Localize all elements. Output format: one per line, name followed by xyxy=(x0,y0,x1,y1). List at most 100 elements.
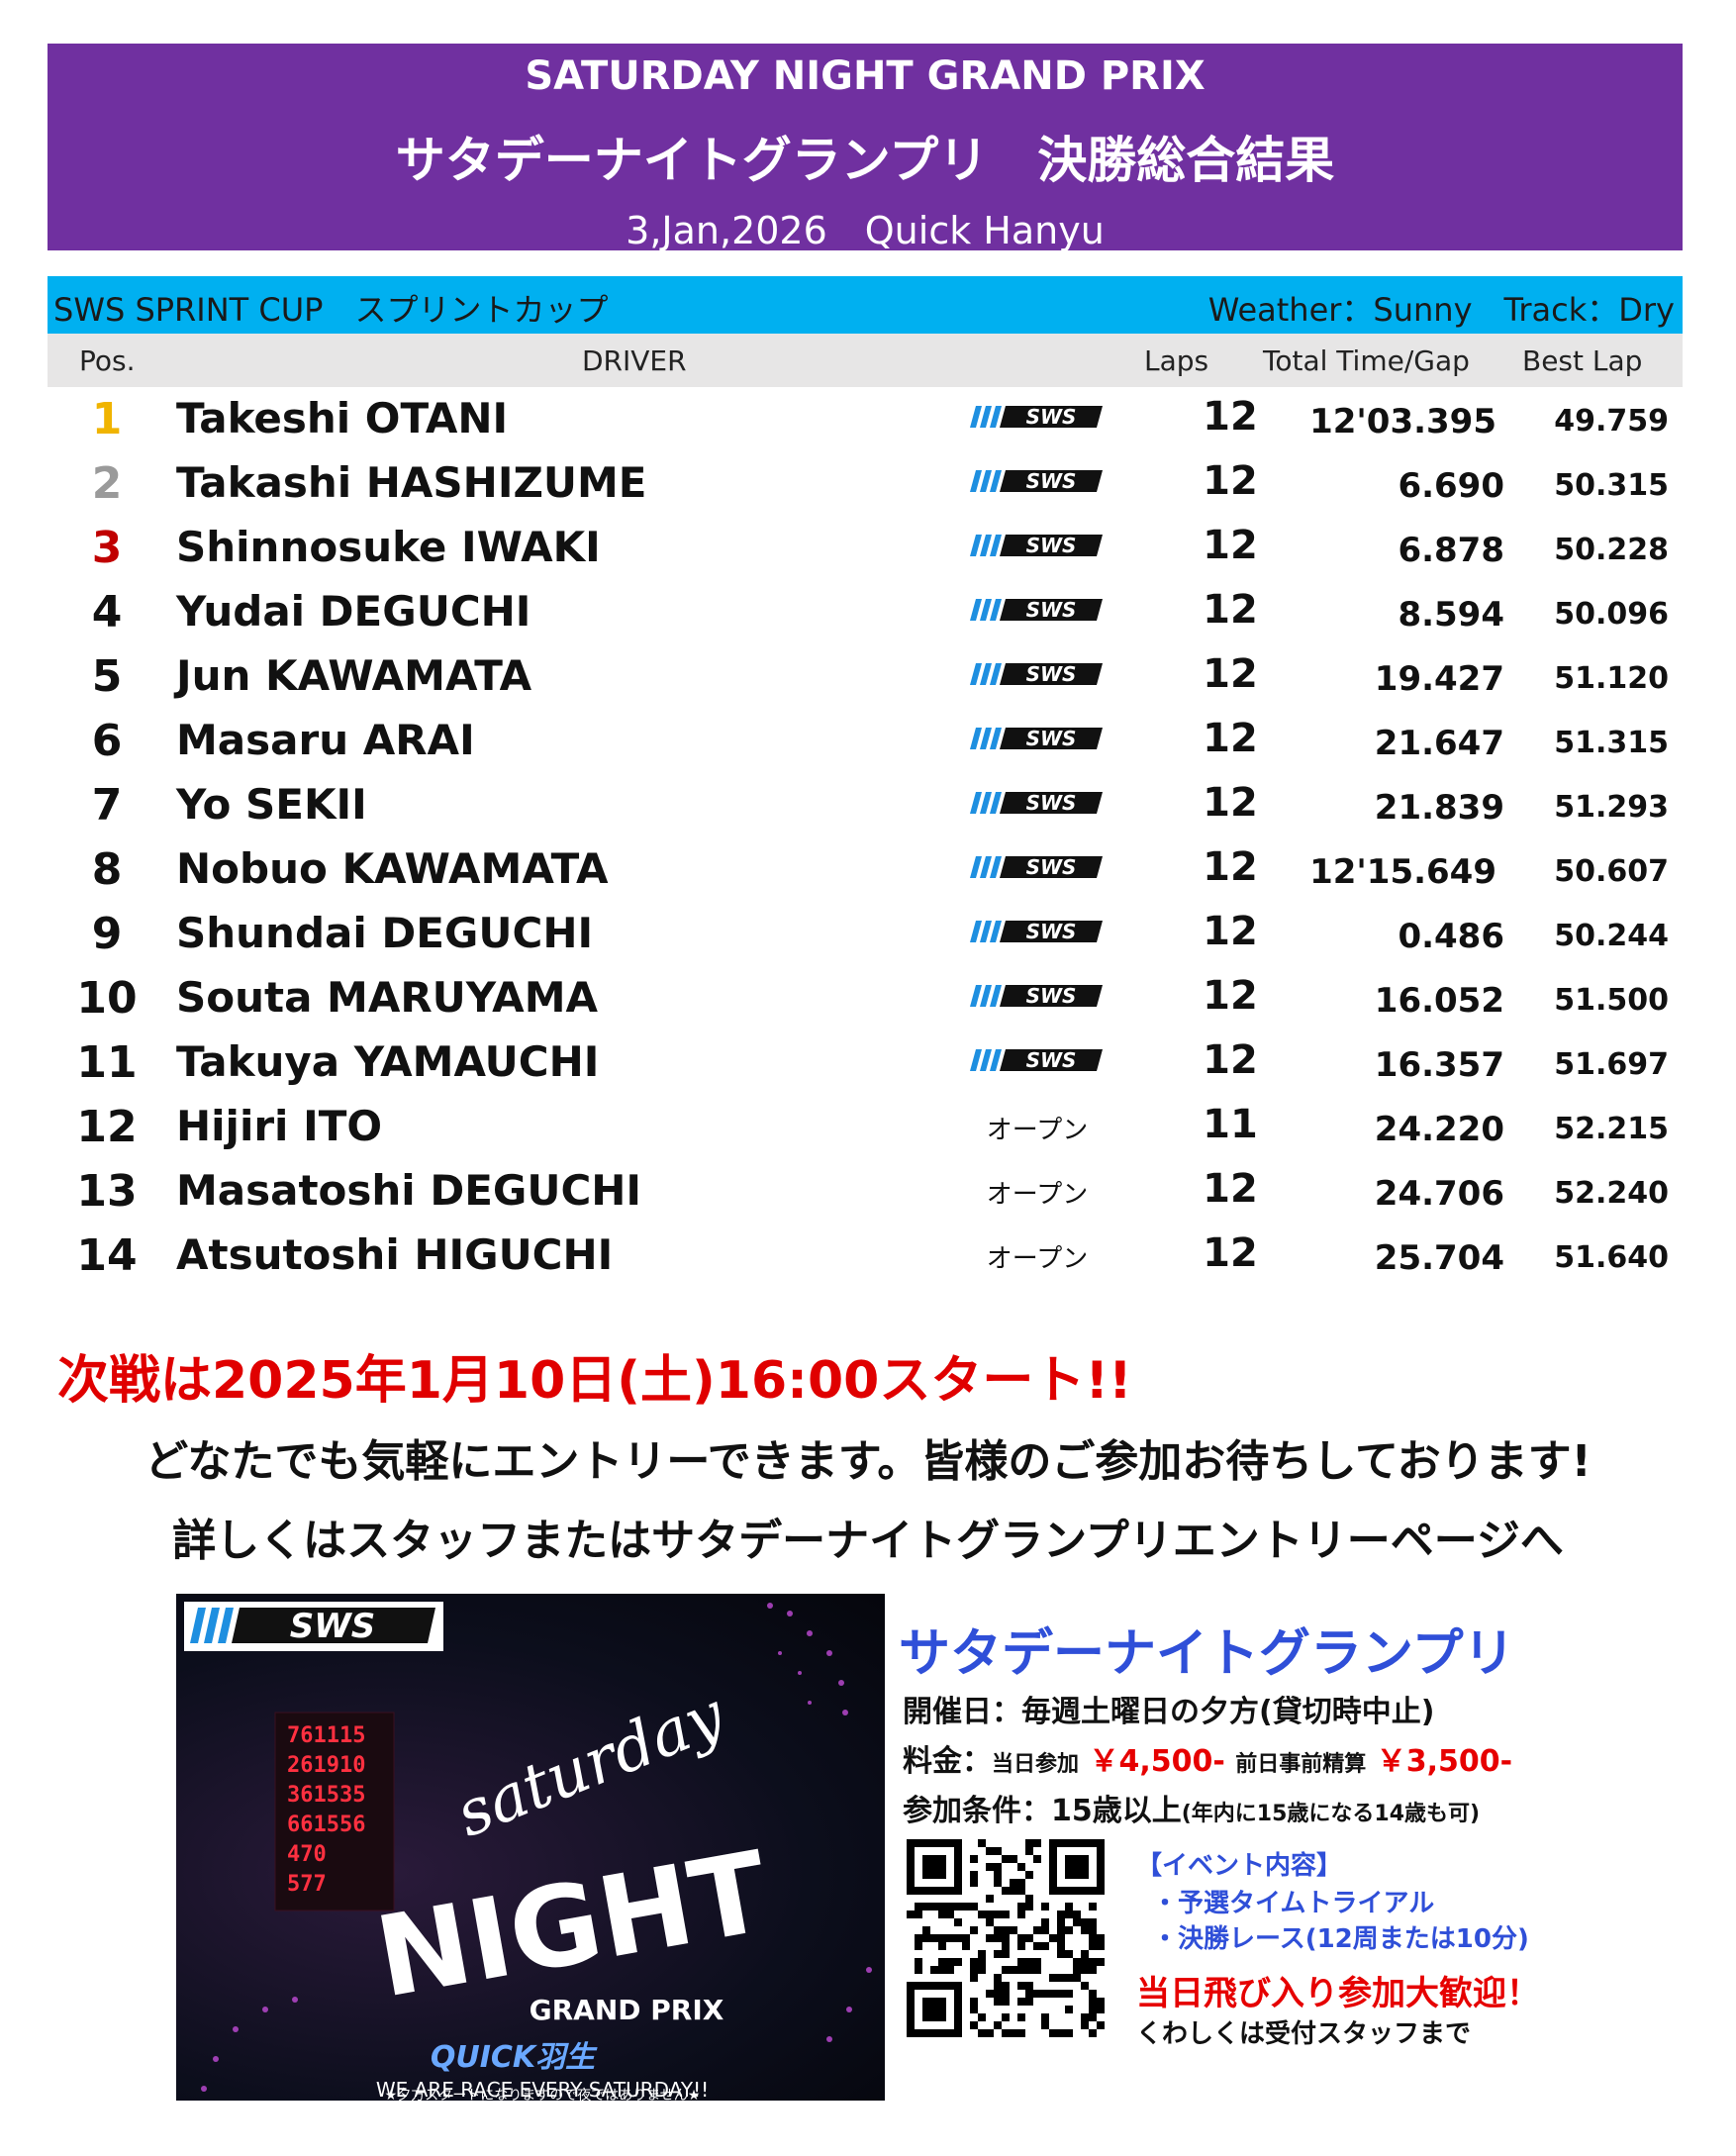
total-time: 16.357 xyxy=(1374,1045,1504,1085)
table-row: 12 Hijiri ITO オープン 11 24.220 52.215 xyxy=(48,1096,1683,1160)
walk-in: 当日飛び入り参加大歓迎！ xyxy=(1136,1974,1540,2013)
position: 3 xyxy=(91,523,123,573)
laps: 12 xyxy=(1203,587,1258,633)
svg-text:SWS: SWS xyxy=(290,1607,375,1646)
class-cell xyxy=(918,595,1156,635)
laps: 12 xyxy=(1203,394,1258,440)
date-place: 3,Jan,2026 Quick Hanyu xyxy=(626,209,1105,252)
board-line: 661556 xyxy=(287,1813,365,1837)
fee-same-day: ￥4,500- xyxy=(1089,1744,1225,1779)
class-cell xyxy=(918,917,1156,956)
position: 1 xyxy=(91,394,123,444)
sws-logo-icon xyxy=(968,788,1107,818)
total-time: 19.427 xyxy=(1374,659,1504,699)
fee-same-day-label: 当日参加 xyxy=(992,1752,1080,1777)
position: 5 xyxy=(91,651,123,702)
position: 10 xyxy=(76,973,138,1024)
slogan: WE ARE RACE EVERY SATURDAY!! xyxy=(376,2078,709,2101)
driver-name: Souta MARUYAMA xyxy=(176,973,598,1022)
fee-pre-label: 前日事前精算 xyxy=(1235,1752,1367,1777)
driver-name: Atsutoshi HIGUCHI xyxy=(176,1230,614,1279)
qr-code-icon xyxy=(907,1839,1105,2037)
position: 8 xyxy=(91,844,123,895)
event-item: ・決勝レース(12周または10分) xyxy=(1152,1924,1529,1954)
total-time: 24.220 xyxy=(1374,1110,1504,1149)
event-poster: SWS 761115 261910 361535 661556 470 577 satur… xyxy=(176,1594,885,2101)
class-cell xyxy=(918,788,1156,828)
track-name: QUICK羽生 xyxy=(431,2040,598,2075)
class-cell xyxy=(918,531,1156,570)
driver-name: Hijiri ITO xyxy=(176,1102,383,1150)
saturday-script: saturday xyxy=(446,1679,735,1852)
best-lap: 51.120 xyxy=(1554,661,1669,696)
best-lap: 50.228 xyxy=(1554,533,1669,567)
table-row: 13 Masatoshi DEGUCHI オープン 12 24.706 52.240 xyxy=(48,1160,1683,1225)
title-en: SATURDAY NIGHT GRAND PRIX xyxy=(525,53,1206,99)
sws-logo-icon xyxy=(968,917,1107,946)
table-row: 8 Nobuo KAWAMATA 12 12'15.649 50.607 xyxy=(48,838,1683,903)
position: 13 xyxy=(76,1166,138,1217)
class-cell xyxy=(918,466,1156,506)
col-driver: DRIVER xyxy=(582,344,687,377)
laps: 12 xyxy=(1203,651,1258,697)
class-cell: オープン xyxy=(986,1116,1089,1145)
position: 6 xyxy=(91,716,123,766)
sws-logo-icon xyxy=(968,724,1107,753)
entry-message: どなたでも気軽にエントリーできます。皆様のご参加お待ちしております! xyxy=(145,1436,1591,1487)
fee-label: 料金： xyxy=(903,1744,992,1779)
driver-name: Takashi HASHIZUME xyxy=(176,458,647,507)
table-row: 6 Masaru ARAI 12 21.647 51.315 xyxy=(48,710,1683,774)
position: 4 xyxy=(91,587,123,637)
total-time: 12'15.649 xyxy=(1309,852,1496,892)
col-best: Best Lap xyxy=(1522,344,1643,377)
board-line: 577 xyxy=(287,1872,327,1897)
total-time: 21.647 xyxy=(1374,724,1504,763)
driver-name: Shinnosuke IWAKI xyxy=(176,523,601,571)
position: 14 xyxy=(76,1230,138,1281)
sws-logo-icon xyxy=(968,659,1107,689)
board-line: 361535 xyxy=(287,1783,365,1808)
event-head: 【イベント内容】 xyxy=(1136,1851,1343,1881)
class-cell xyxy=(918,981,1156,1021)
class-cell xyxy=(918,852,1156,892)
poster-art: SWS 761115 261910 361535 661556 470 577 satur… xyxy=(184,1602,872,2101)
event-info: サタデーナイトグランプリ 開催日：毎週土曜日の夕方(貸切時中止) 料金：当日参加… xyxy=(899,1594,1681,2108)
board-line: 761115 xyxy=(287,1723,365,1748)
sws-logo-icon xyxy=(968,852,1107,882)
driver-name: Shundai DEGUCHI xyxy=(176,909,594,957)
board-line: 470 xyxy=(287,1842,327,1867)
class-cell xyxy=(918,402,1156,441)
class-cell: オープン xyxy=(986,1244,1089,1274)
cond-note: (年内に15歳になる14歳も可) xyxy=(1181,1802,1481,1826)
class-name: SWS SPRINT CUP スプリントカップ xyxy=(53,291,609,329)
event-item: ・予選タイムトライアル xyxy=(1152,1889,1435,1918)
total-time: 0.486 xyxy=(1398,917,1504,956)
col-time: Total Time/Gap xyxy=(1263,344,1470,377)
driver-name: Takeshi OTANI xyxy=(176,394,509,442)
best-lap: 52.240 xyxy=(1554,1176,1669,1211)
timing-board: 761115 261910 361535 661556 470 577 xyxy=(287,1723,365,1897)
driver-name: Yo SEKII xyxy=(176,780,367,829)
cond-label: 参加条件：15歳以上 xyxy=(903,1794,1182,1828)
laps: 12 xyxy=(1203,1166,1258,1212)
sws-logo-icon xyxy=(968,1045,1107,1075)
sws-logo-icon xyxy=(968,402,1107,432)
table-row: 4 Yudai DEGUCHI 12 8.594 50.096 xyxy=(48,581,1683,645)
driver-name: Yudai DEGUCHI xyxy=(176,587,531,636)
position: 2 xyxy=(91,458,123,509)
position: 11 xyxy=(76,1037,138,1088)
table-row: 11 Takuya YAMAUCHI 12 16.357 51.697 xyxy=(48,1031,1683,1096)
position: 9 xyxy=(91,909,123,959)
details-message: 詳しくはスタッフまたはサタデーナイトグランプリエントリーページへ xyxy=(172,1516,1564,1566)
best-lap: 50.607 xyxy=(1554,854,1669,889)
laps: 12 xyxy=(1203,909,1258,954)
title-jp: サタデーナイトグランプリ 決勝総合結果 xyxy=(395,132,1335,189)
best-lap: 52.215 xyxy=(1554,1112,1669,1146)
sws-logo-icon xyxy=(968,466,1107,496)
best-lap: 51.500 xyxy=(1554,983,1669,1018)
total-time: 8.594 xyxy=(1398,595,1504,635)
class-cell: オープン xyxy=(986,1180,1089,1210)
best-lap: 49.759 xyxy=(1554,404,1669,439)
poster-note: ★夕方スタートになりますので夜ではありません★ xyxy=(385,2088,701,2101)
driver-name: Nobuo KAWAMATA xyxy=(176,844,609,893)
